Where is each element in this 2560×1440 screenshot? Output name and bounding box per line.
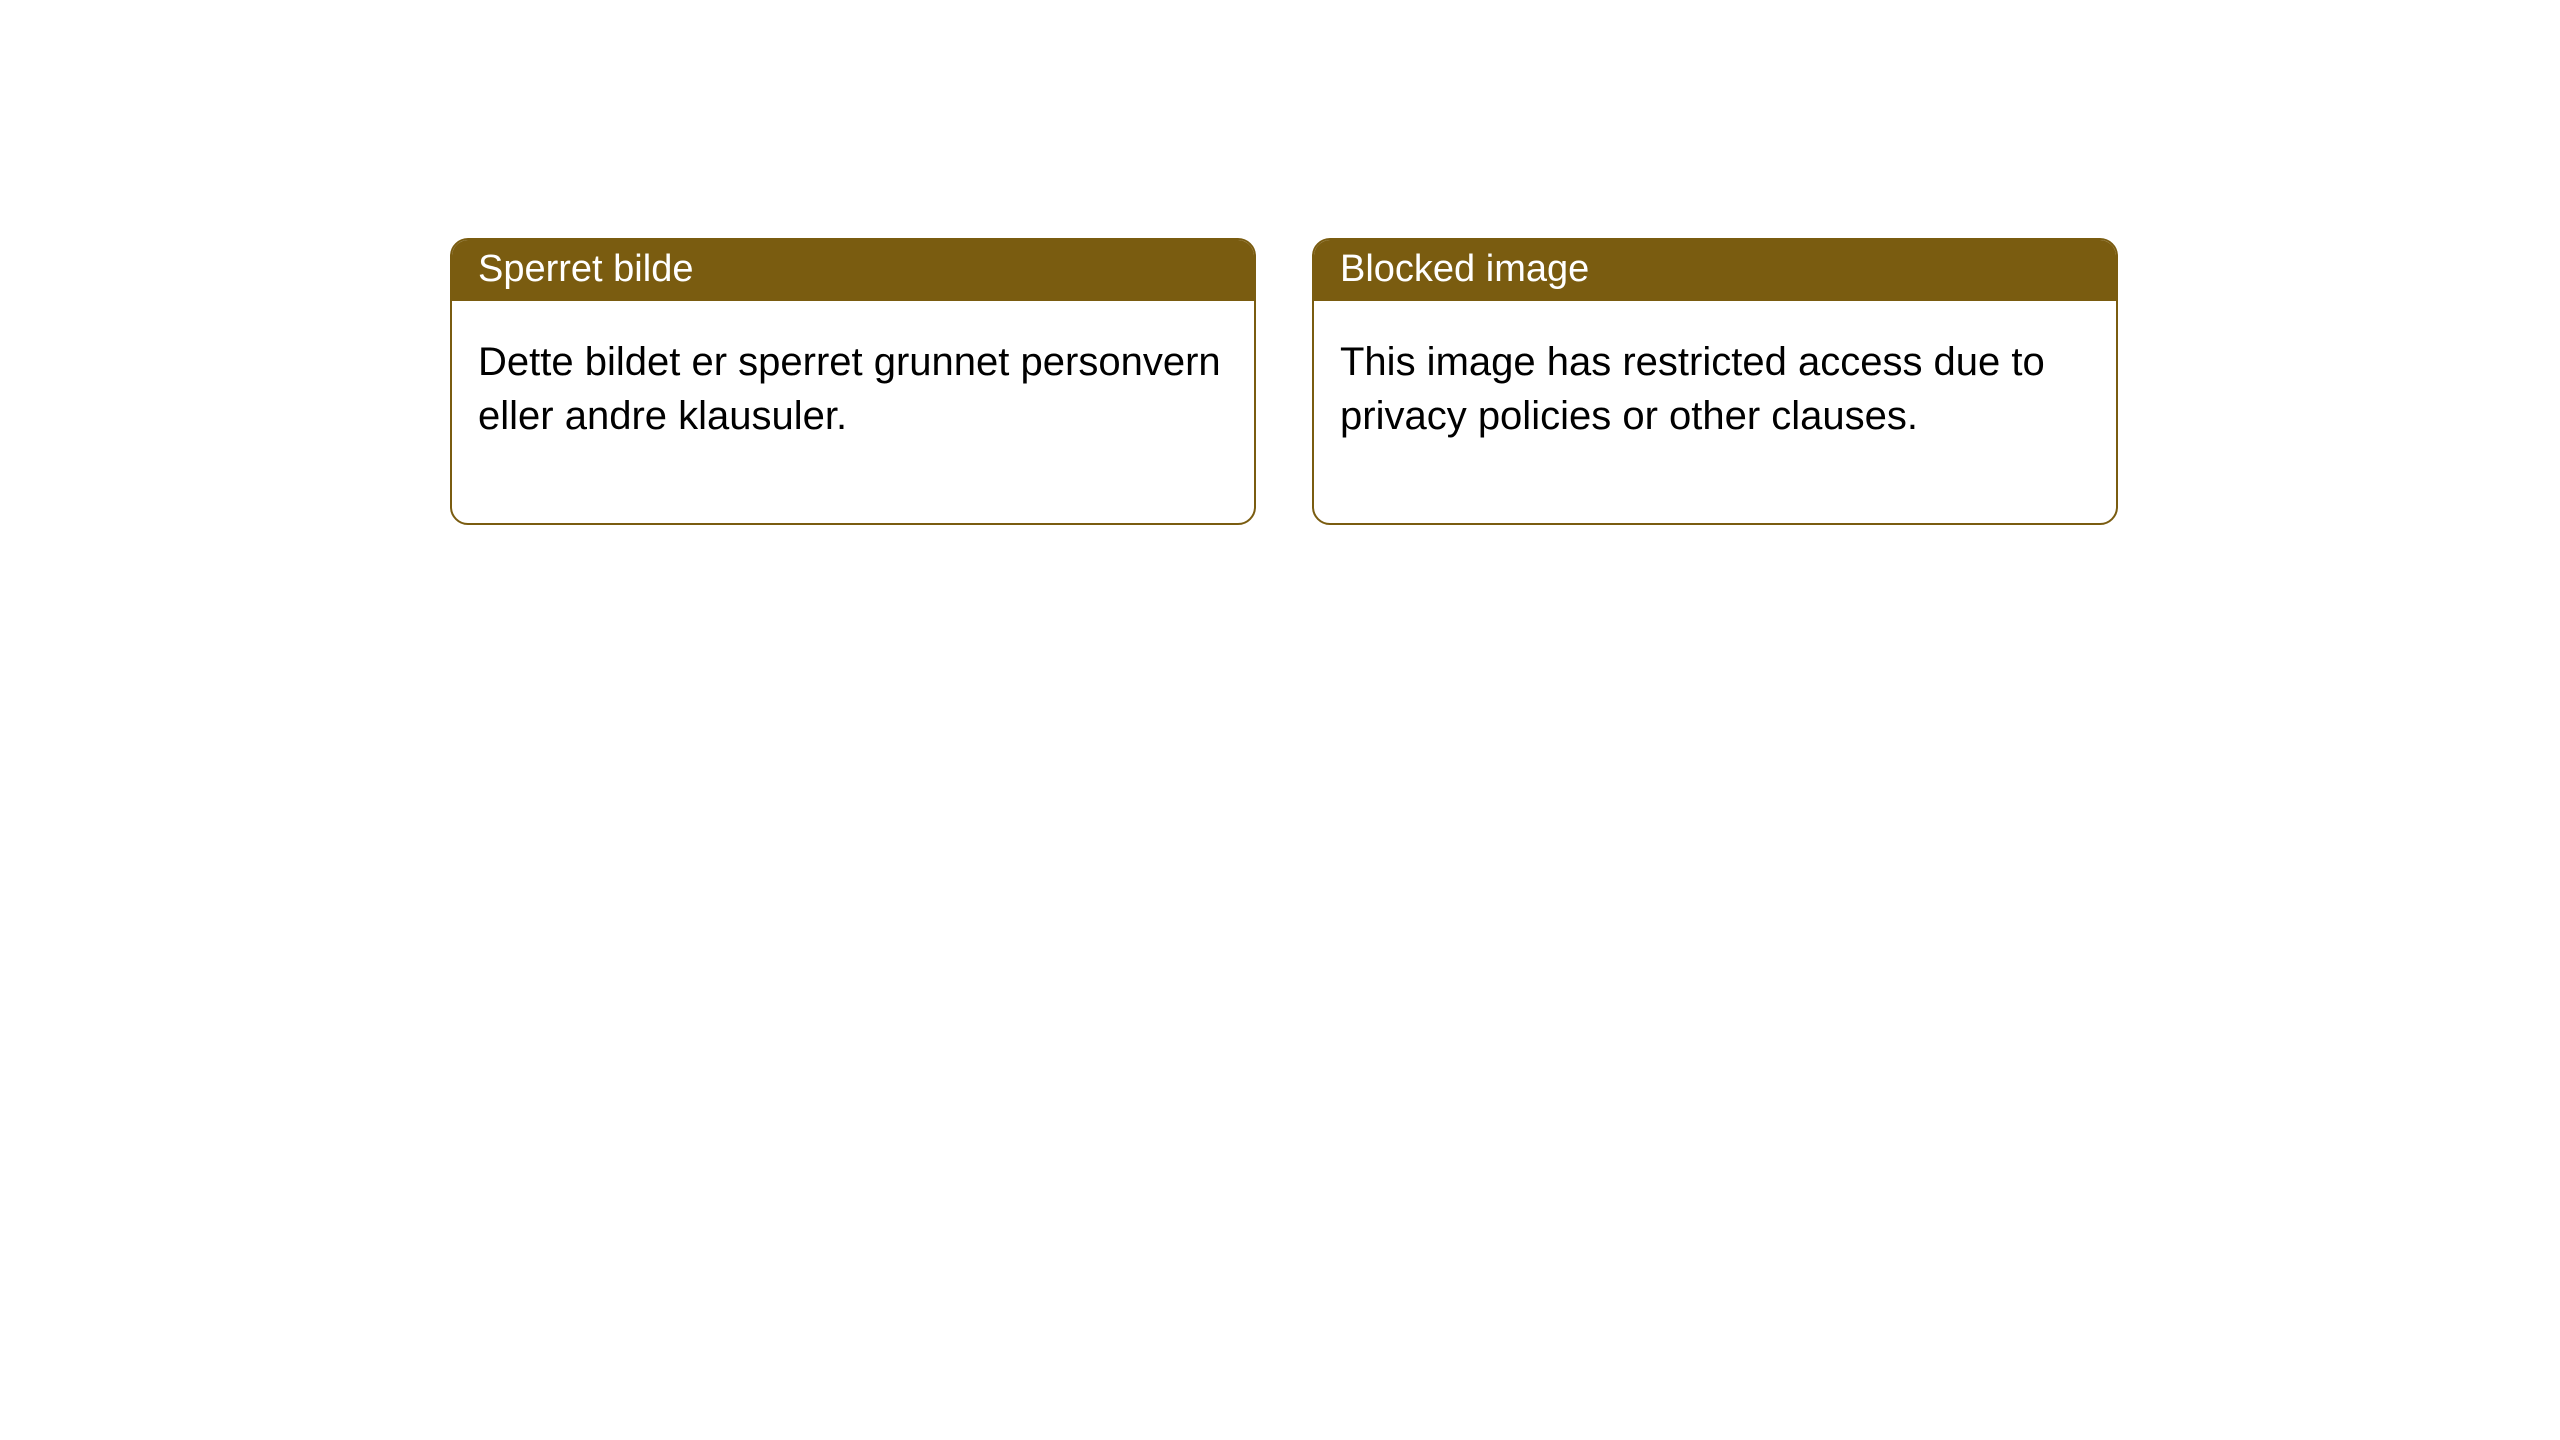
notice-header: Sperret bilde — [452, 240, 1254, 301]
notice-body: This image has restricted access due to … — [1314, 301, 2116, 523]
notice-header: Blocked image — [1314, 240, 2116, 301]
notice-body: Dette bildet er sperret grunnet personve… — [452, 301, 1254, 523]
notice-box-norwegian: Sperret bilde Dette bildet er sperret gr… — [450, 238, 1256, 525]
notice-container: Sperret bilde Dette bildet er sperret gr… — [450, 238, 2118, 525]
notice-box-english: Blocked image This image has restricted … — [1312, 238, 2118, 525]
